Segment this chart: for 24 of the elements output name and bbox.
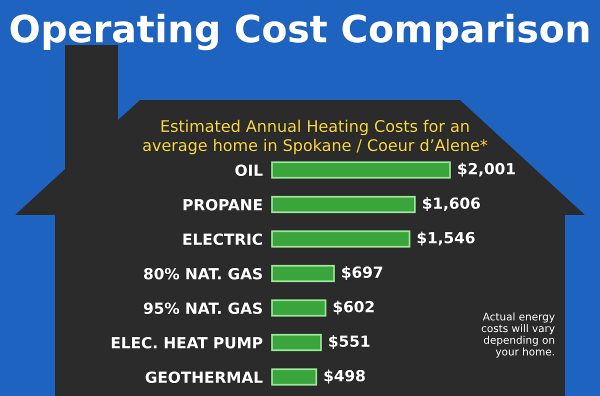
- chart-subtitle: Estimated Annual Heating Costs for an average home in Spokane / Coeur d’Alene*: [143, 120, 488, 154]
- data-label: $602: [334, 300, 374, 314]
- data-label: $1,606: [423, 197, 480, 211]
- y-tick-label: OIL: [235, 164, 263, 176]
- bar: [271, 196, 416, 214]
- data-label: $1,546: [418, 232, 475, 246]
- bar: [271, 161, 451, 179]
- text: Actual energy costs will vary depending on your home.: [482, 312, 555, 358]
- data-label: $2,001: [458, 162, 515, 176]
- data-label: $498: [324, 370, 365, 384]
- data-label: $697: [342, 266, 382, 280]
- y-tick-label: 95% NAT. GAS: [144, 302, 262, 314]
- y-tick-label: PROPANE: [184, 198, 262, 211]
- chart-title: Operating Cost Comparison: [10, 14, 588, 50]
- y-tick-label: GEOTHERMAL: [146, 371, 263, 384]
- y-tick-label: 80% NAT. GAS: [144, 268, 262, 280]
- y-tick-label: ELECTRIC: [184, 233, 262, 246]
- bar: [271, 368, 318, 386]
- bar: [271, 230, 410, 248]
- bar: [271, 264, 335, 282]
- y-tick-label: ELEC. HEAT PUMP: [112, 336, 262, 349]
- bar: [271, 334, 322, 352]
- data-label: $551: [329, 335, 370, 349]
- bar: [271, 299, 326, 317]
